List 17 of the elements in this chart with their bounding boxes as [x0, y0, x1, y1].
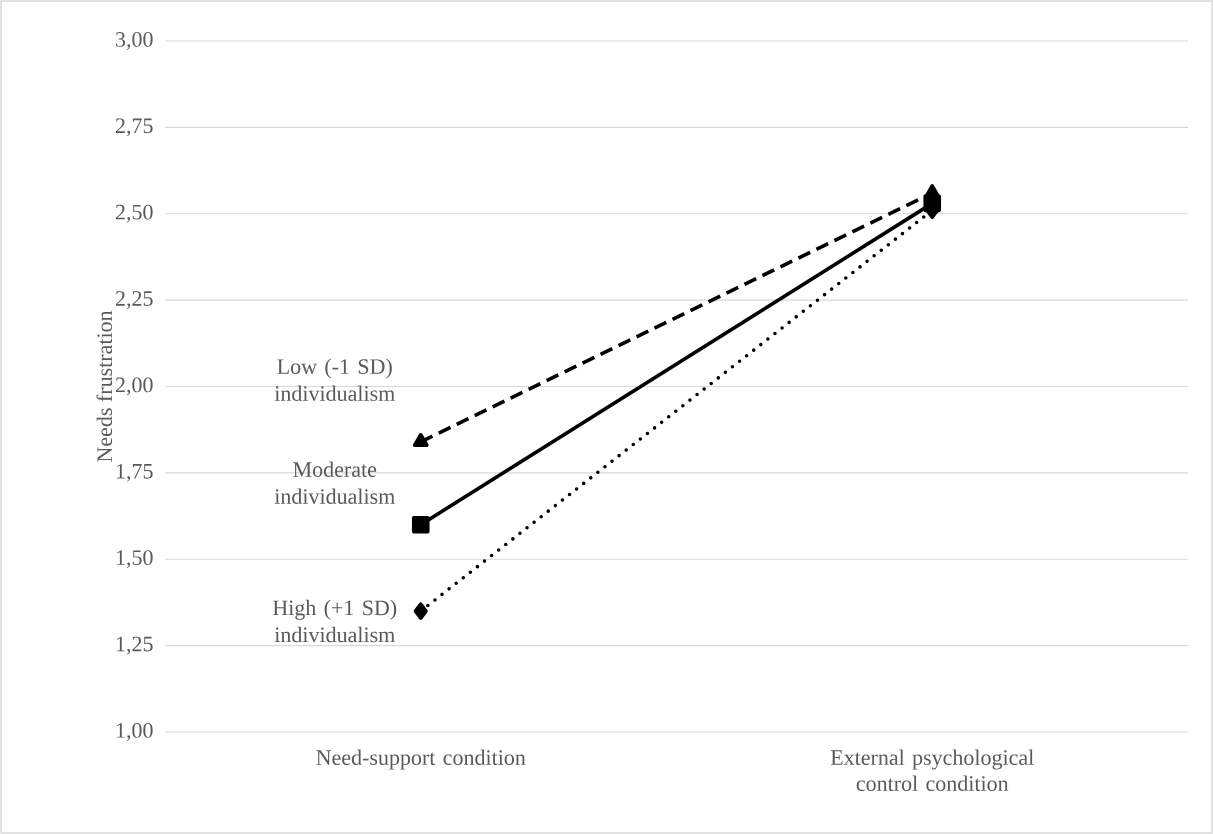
series-label: Moderate individualism — [274, 461, 395, 504]
point — [413, 602, 428, 620]
y-axis-title: Needs frustration — [96, 310, 113, 462]
x-tick-label: Need-support condition — [316, 749, 526, 770]
series-label: High (+1 SD) individualism — [272, 599, 397, 643]
point — [411, 515, 430, 534]
y-tick-label: 1,00 — [116, 722, 153, 741]
y-tick-label: 2,00 — [115, 377, 153, 396]
y-tick-label: 1,75 — [116, 463, 153, 482]
y-tick-label: 2,75 — [115, 118, 153, 137]
x-tick-label: External psychological control condition — [830, 749, 1034, 791]
y-tick-label: 2,25 — [115, 291, 153, 310]
series-label: Low (-1 SD) individualism — [274, 358, 395, 402]
y-tick-label: 1,25 — [116, 636, 153, 655]
y-tick-label: 1,50 — [116, 550, 153, 569]
y-tick-label: 2,50 — [115, 204, 153, 223]
y-tick-label: 3,00 — [116, 31, 153, 50]
